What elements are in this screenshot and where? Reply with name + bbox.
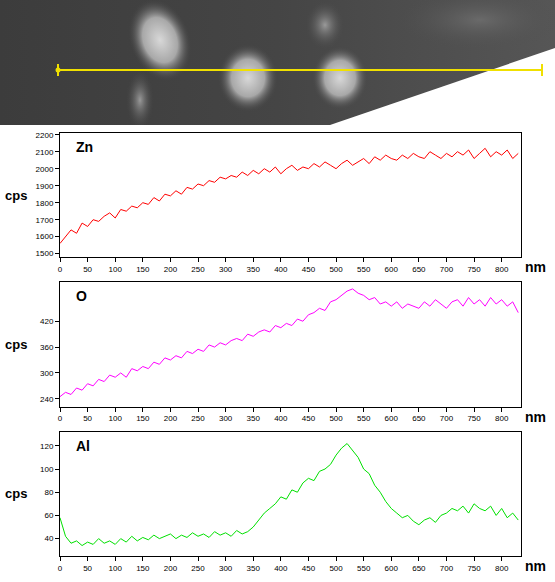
svg-text:250: 250 bbox=[191, 564, 205, 573]
svg-text:1600: 1600 bbox=[36, 232, 54, 241]
svg-text:150: 150 bbox=[136, 265, 150, 274]
svg-text:Al: Al bbox=[76, 438, 90, 454]
svg-text:60: 60 bbox=[44, 511, 53, 520]
svg-text:120: 120 bbox=[40, 442, 54, 451]
svg-text:420: 420 bbox=[40, 317, 54, 326]
svg-text:150: 150 bbox=[136, 414, 150, 423]
svg-text:750: 750 bbox=[467, 414, 481, 423]
svg-text:300: 300 bbox=[219, 265, 233, 274]
svg-text:650: 650 bbox=[412, 564, 426, 573]
svg-text:250: 250 bbox=[191, 414, 205, 423]
svg-text:800: 800 bbox=[495, 564, 509, 573]
svg-text:Zn: Zn bbox=[76, 139, 93, 155]
svg-text:80: 80 bbox=[44, 488, 53, 497]
svg-text:750: 750 bbox=[467, 564, 481, 573]
svg-text:nm: nm bbox=[525, 558, 546, 574]
svg-text:800: 800 bbox=[495, 414, 509, 423]
svg-text:cps: cps bbox=[5, 188, 27, 203]
svg-text:400: 400 bbox=[274, 414, 288, 423]
svg-text:400: 400 bbox=[274, 265, 288, 274]
svg-text:nm: nm bbox=[525, 259, 546, 275]
svg-text:200: 200 bbox=[164, 265, 178, 274]
svg-text:600: 600 bbox=[385, 414, 399, 423]
svg-text:300: 300 bbox=[40, 369, 54, 378]
svg-text:50: 50 bbox=[83, 265, 92, 274]
svg-text:200: 200 bbox=[164, 414, 178, 423]
svg-text:350: 350 bbox=[247, 564, 261, 573]
svg-text:600: 600 bbox=[385, 564, 399, 573]
svg-text:500: 500 bbox=[329, 414, 343, 423]
svg-text:650: 650 bbox=[412, 265, 426, 274]
svg-text:700: 700 bbox=[440, 414, 454, 423]
svg-text:1900: 1900 bbox=[36, 181, 54, 190]
svg-text:700: 700 bbox=[440, 564, 454, 573]
svg-text:2000: 2000 bbox=[36, 164, 54, 173]
svg-text:240: 240 bbox=[40, 395, 54, 404]
svg-text:100: 100 bbox=[109, 265, 123, 274]
svg-text:150: 150 bbox=[136, 564, 150, 573]
svg-text:350: 350 bbox=[247, 414, 261, 423]
svg-text:100: 100 bbox=[40, 465, 54, 474]
svg-text:600: 600 bbox=[385, 265, 399, 274]
svg-text:O: O bbox=[76, 288, 87, 304]
svg-text:500: 500 bbox=[329, 265, 343, 274]
svg-text:400: 400 bbox=[274, 564, 288, 573]
svg-text:200: 200 bbox=[164, 564, 178, 573]
svg-text:50: 50 bbox=[83, 564, 92, 573]
svg-text:450: 450 bbox=[302, 265, 316, 274]
svg-text:0: 0 bbox=[58, 414, 63, 423]
svg-text:50: 50 bbox=[83, 414, 92, 423]
svg-text:550: 550 bbox=[357, 414, 371, 423]
svg-text:40: 40 bbox=[44, 534, 53, 543]
svg-text:2200: 2200 bbox=[36, 131, 54, 140]
svg-text:360: 360 bbox=[40, 343, 54, 352]
svg-text:700: 700 bbox=[440, 265, 454, 274]
svg-text:cps: cps bbox=[5, 337, 27, 352]
svg-text:500: 500 bbox=[329, 564, 343, 573]
svg-text:2100: 2100 bbox=[36, 148, 54, 157]
svg-text:800: 800 bbox=[495, 265, 509, 274]
svg-text:100: 100 bbox=[109, 414, 123, 423]
svg-text:300: 300 bbox=[219, 564, 233, 573]
svg-text:450: 450 bbox=[302, 414, 316, 423]
svg-text:0: 0 bbox=[58, 265, 63, 274]
svg-text:750: 750 bbox=[467, 265, 481, 274]
svg-text:1500: 1500 bbox=[36, 249, 54, 258]
svg-text:550: 550 bbox=[357, 265, 371, 274]
svg-text:1700: 1700 bbox=[36, 215, 54, 224]
svg-text:cps: cps bbox=[5, 486, 27, 501]
svg-text:650: 650 bbox=[412, 414, 426, 423]
svg-text:250: 250 bbox=[191, 265, 205, 274]
svg-text:1800: 1800 bbox=[36, 198, 54, 207]
svg-text:550: 550 bbox=[357, 564, 371, 573]
svg-text:0: 0 bbox=[58, 564, 63, 573]
svg-text:350: 350 bbox=[247, 265, 261, 274]
svg-text:100: 100 bbox=[109, 564, 123, 573]
svg-text:450: 450 bbox=[302, 564, 316, 573]
svg-text:nm: nm bbox=[525, 409, 546, 425]
svg-text:300: 300 bbox=[219, 414, 233, 423]
